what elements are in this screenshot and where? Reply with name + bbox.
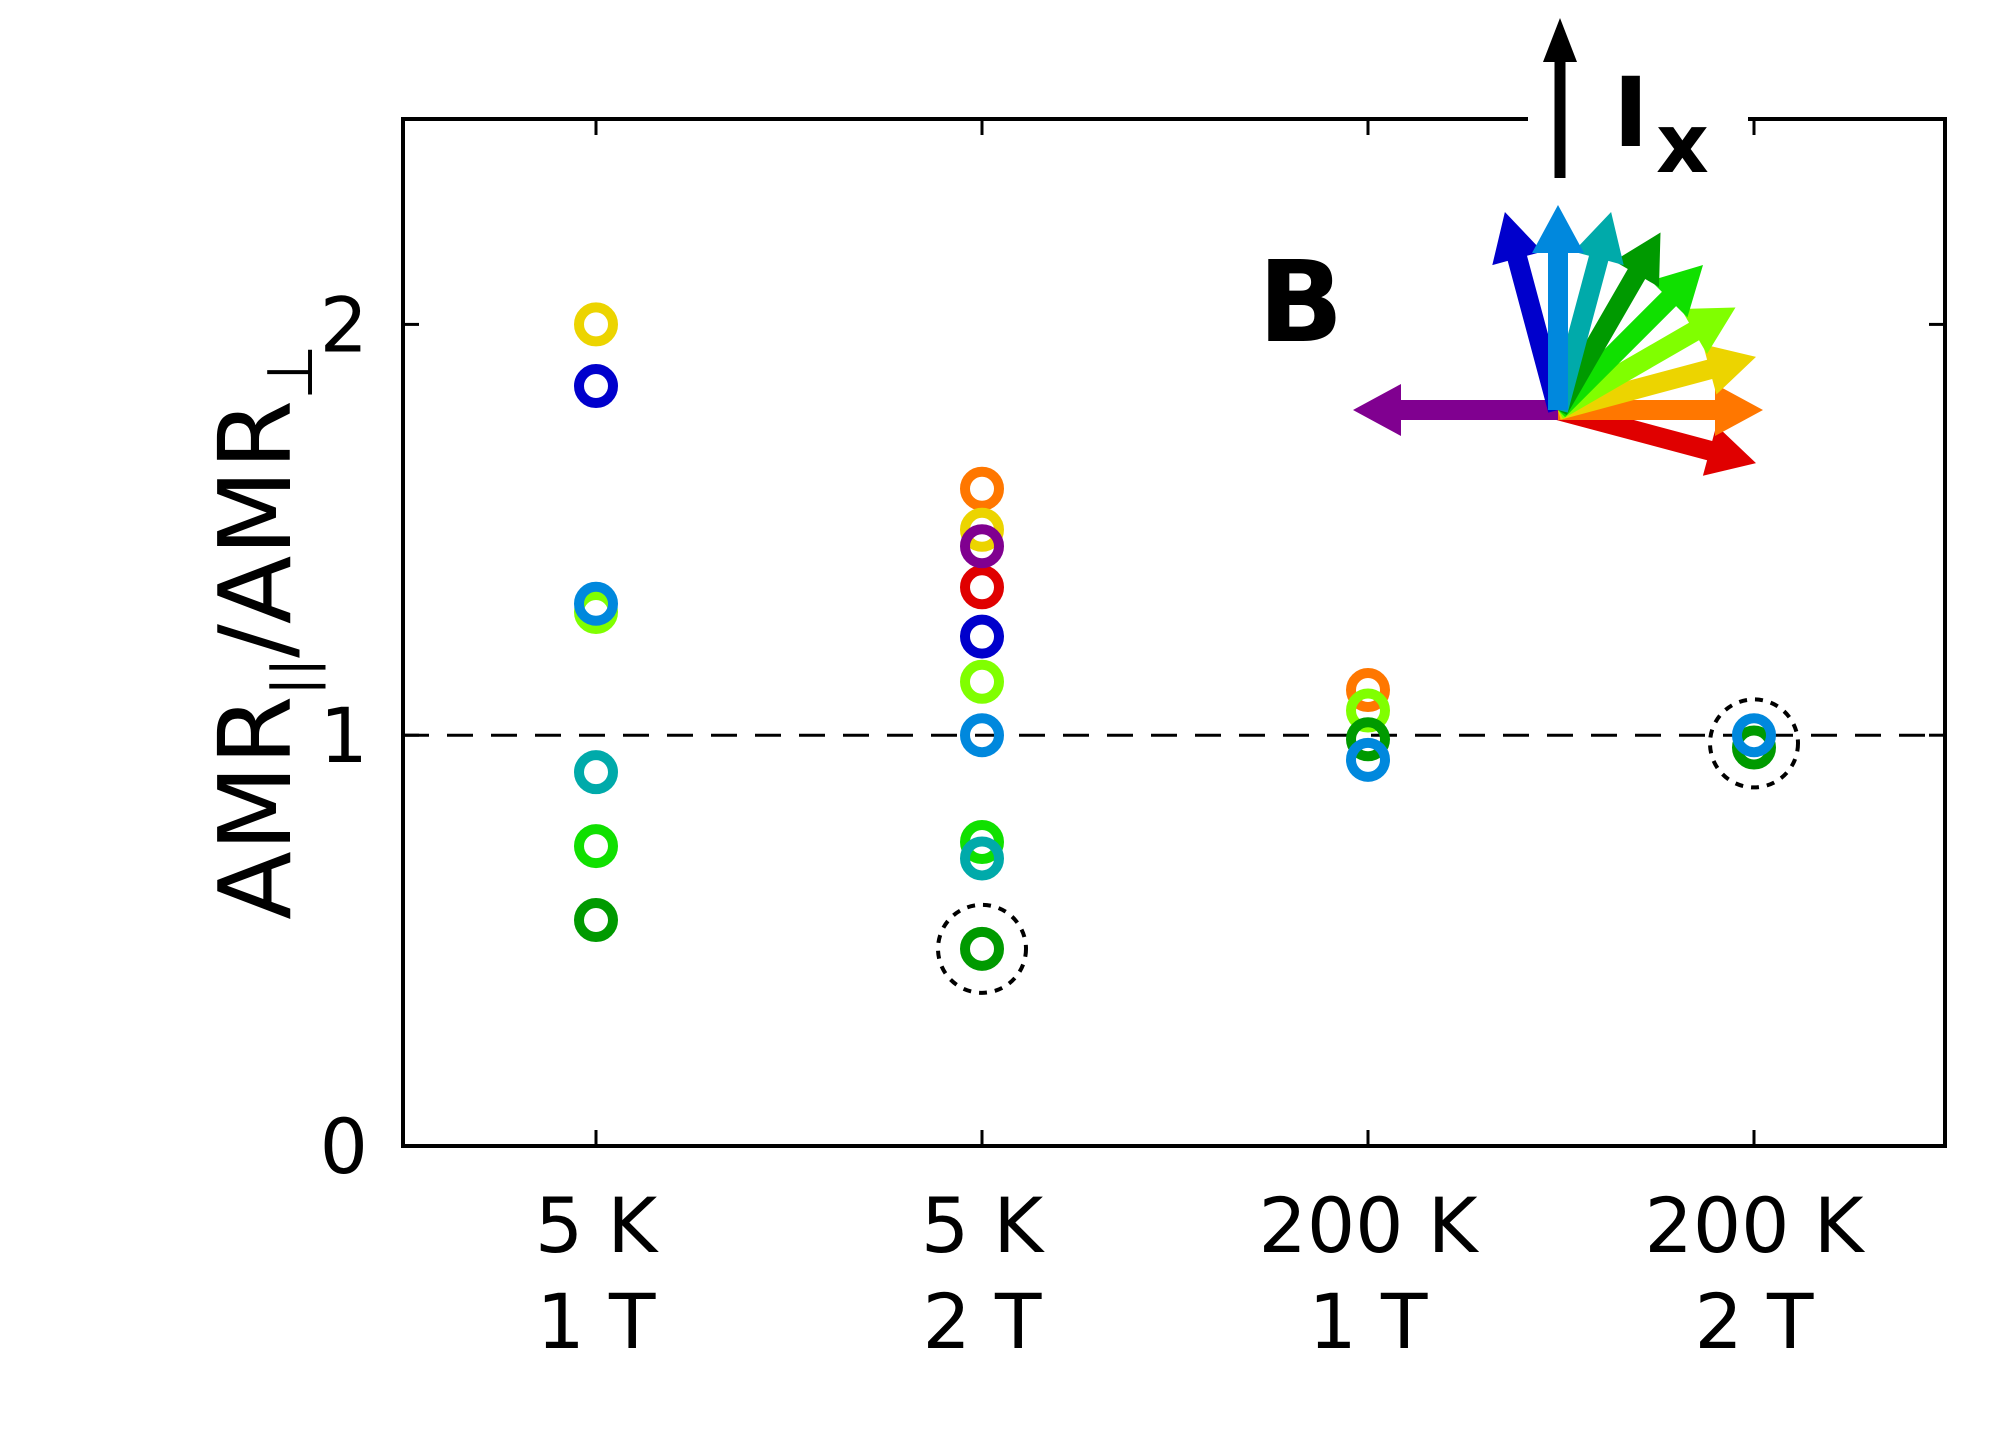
data-point	[574, 364, 618, 409]
data-point	[960, 614, 1004, 659]
field-direction-inset: I x B	[1258, 18, 1763, 476]
field-direction-arrows	[1353, 205, 1763, 476]
data-point	[574, 750, 618, 795]
data-point	[960, 466, 1004, 511]
data-point	[960, 836, 1004, 881]
data-point	[574, 898, 618, 943]
data-point	[1346, 688, 1390, 733]
x-tick-label-line1: 200 K	[1258, 1181, 1479, 1270]
field-arrow	[1558, 384, 1763, 436]
data-point	[574, 581, 618, 626]
data-point	[960, 524, 1004, 569]
x-tick-label-line1: 5 K	[535, 1181, 660, 1270]
y-tick-label: 1	[320, 691, 368, 780]
data-point	[1732, 713, 1776, 758]
highlight-circle	[936, 902, 1028, 995]
x-tick-label-line2: 2 T	[1695, 1277, 1815, 1366]
y-ticks: 0 1 2	[320, 280, 1945, 1191]
x-tick-label-line1: 5 K	[921, 1181, 1046, 1270]
current-subscript: x	[1656, 97, 1709, 192]
plot-frame	[401, 117, 1947, 1148]
field-arrow	[1553, 307, 1736, 419]
highlight-circles	[936, 697, 1800, 995]
x-tick-label-line2: 1 T	[1309, 1277, 1429, 1366]
x-tick-label-line2: 1 T	[537, 1277, 657, 1366]
field-arrow	[1555, 344, 1756, 420]
y-tick-label: 0	[320, 1102, 368, 1191]
current-arrow-head	[1543, 18, 1577, 62]
data-point	[1346, 717, 1390, 762]
y-tick-label: 2	[320, 280, 368, 369]
data-point	[1346, 737, 1390, 782]
data-point	[574, 302, 618, 347]
field-arrow	[1550, 265, 1703, 418]
field-label: B	[1258, 238, 1343, 368]
data-point	[960, 926, 1004, 971]
y-axis-label: AMR||/AMR⊥	[197, 344, 328, 920]
x-tick-label-line2: 2 T	[923, 1277, 1043, 1366]
data-point	[574, 824, 618, 869]
data-point	[960, 820, 1004, 865]
data-point	[960, 659, 1004, 704]
data-point	[960, 565, 1004, 610]
highlight-circle	[1708, 697, 1800, 790]
field-arrow	[1353, 384, 1558, 436]
current-label: I	[1613, 57, 1649, 169]
data-point	[1346, 668, 1390, 713]
data-point	[960, 507, 1004, 552]
data-points	[574, 302, 1776, 971]
x-tick-label-line1: 200 K	[1644, 1181, 1865, 1270]
data-point	[960, 713, 1004, 758]
field-arrow	[1532, 205, 1584, 410]
